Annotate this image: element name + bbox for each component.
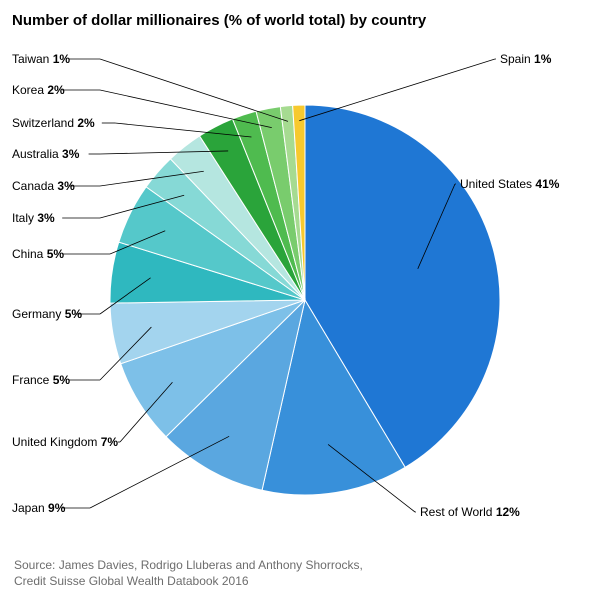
slice-label: Italy 3%: [12, 212, 55, 225]
slice-label-name: Rest of World: [420, 505, 492, 519]
chart-container: Number of dollar millionaires (% of worl…: [0, 0, 590, 597]
slice-label: Spain 1%: [500, 53, 551, 66]
slice-label-value: 2%: [47, 83, 64, 97]
slice-label: United States 41%: [460, 178, 559, 191]
slice-label: China 5%: [12, 248, 64, 261]
slice-label-value: 5%: [47, 247, 64, 261]
leader-line: [299, 59, 495, 121]
source-caption: Source: James Davies, Rodrigo Lluberas a…: [14, 557, 363, 589]
leader-line: [100, 59, 288, 121]
slice-label-name: Switzerland: [12, 116, 74, 130]
slice-label-value: 3%: [37, 211, 54, 225]
slice-label: Rest of World 12%: [420, 506, 520, 519]
slice-label-value: 12%: [496, 505, 520, 519]
slice-label: United Kingdom 7%: [12, 436, 118, 449]
slice-label: Japan 9%: [12, 502, 65, 515]
source-line-1: Source: James Davies, Rodrigo Lluberas a…: [14, 558, 363, 572]
slice-label-name: Australia: [12, 147, 59, 161]
slice-label: Taiwan 1%: [12, 53, 70, 66]
slice-label: Germany 5%: [12, 308, 82, 321]
slice-label: Australia 3%: [12, 148, 79, 161]
slice-label-name: Korea: [12, 83, 44, 97]
slice-label-value: 3%: [62, 147, 79, 161]
source-line-2: Credit Suisse Global Wealth Databook 201…: [14, 574, 249, 588]
slice-label-value: 7%: [101, 435, 118, 449]
slice-label: Canada 3%: [12, 180, 75, 193]
slice-label-name: Taiwan: [12, 52, 49, 66]
slice-label-name: Spain: [500, 52, 531, 66]
leader-line: [100, 90, 272, 128]
slice-label-name: Japan: [12, 501, 45, 515]
slice-label-value: 2%: [77, 116, 94, 130]
slice-label-name: Italy: [12, 211, 34, 225]
slice-label-name: Germany: [12, 307, 61, 321]
slice-label-value: 3%: [57, 179, 74, 193]
slice-label-value: 5%: [53, 373, 70, 387]
slice-label-value: 41%: [535, 177, 559, 191]
slice-label: France 5%: [12, 374, 70, 387]
slice-label: Switzerland 2%: [12, 117, 95, 130]
slice-label-name: China: [12, 247, 43, 261]
slice-label-name: Canada: [12, 179, 54, 193]
slice-label: Korea 2%: [12, 84, 65, 97]
slice-label-value: 5%: [65, 307, 82, 321]
slice-label-value: 1%: [53, 52, 70, 66]
slice-label-name: United States: [460, 177, 532, 191]
slice-label-value: 1%: [534, 52, 551, 66]
slice-label-name: France: [12, 373, 49, 387]
slice-label-name: United Kingdom: [12, 435, 97, 449]
slice-label-value: 9%: [48, 501, 65, 515]
